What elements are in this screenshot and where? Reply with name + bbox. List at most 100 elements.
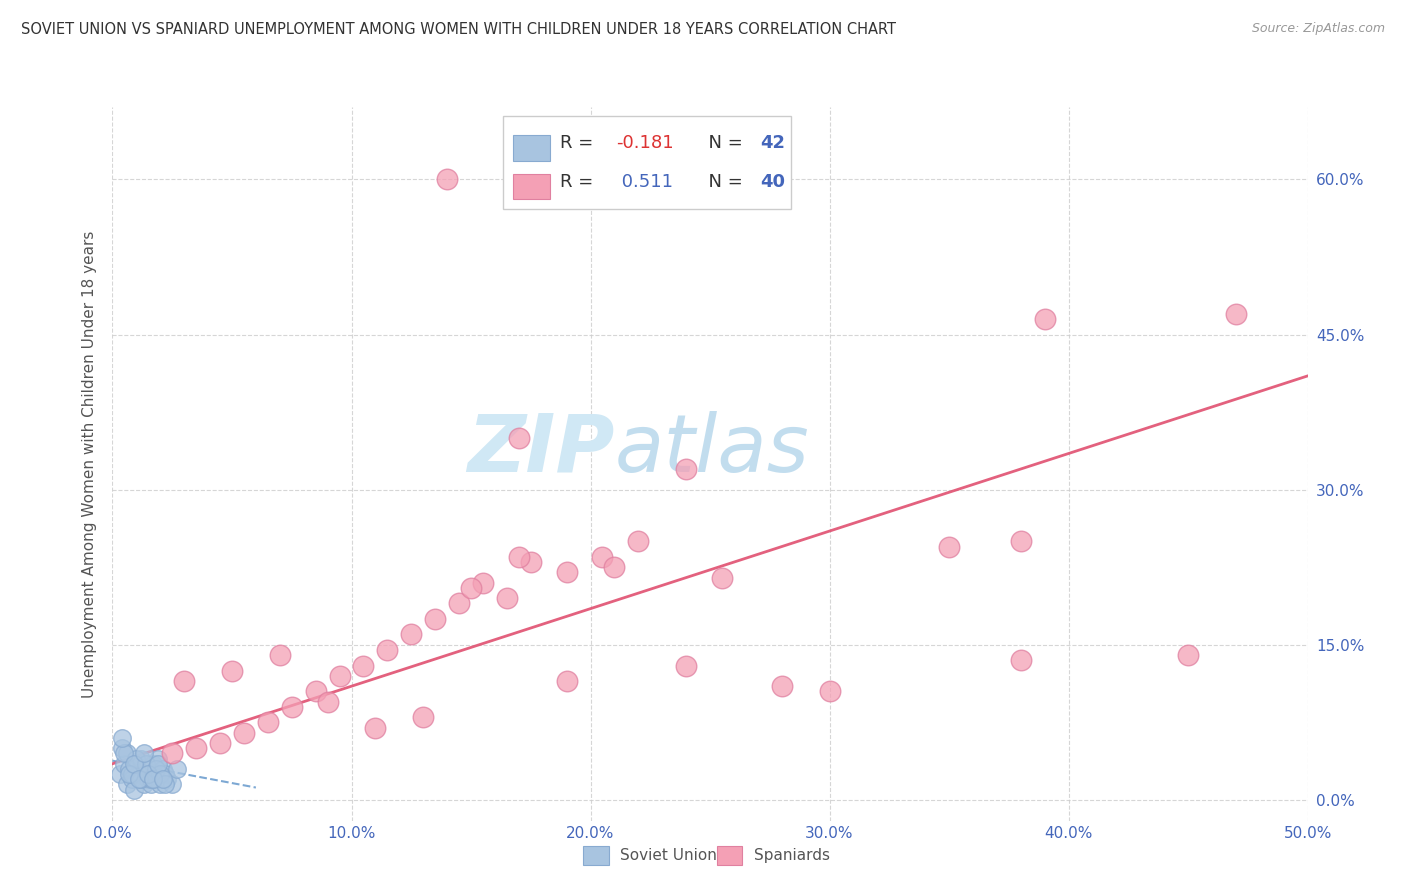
Text: Source: ZipAtlas.com: Source: ZipAtlas.com bbox=[1251, 22, 1385, 36]
Point bbox=[627, 534, 650, 549]
Point bbox=[111, 731, 134, 745]
Point bbox=[135, 762, 157, 776]
Point bbox=[1010, 534, 1032, 549]
Point bbox=[142, 772, 165, 787]
Point bbox=[304, 684, 326, 698]
Point bbox=[128, 772, 150, 787]
Text: SOVIET UNION VS SPANIARD UNEMPLOYMENT AMONG WOMEN WITH CHILDREN UNDER 18 YEARS C: SOVIET UNION VS SPANIARD UNEMPLOYMENT AM… bbox=[21, 22, 896, 37]
Point bbox=[121, 772, 143, 787]
Point bbox=[125, 756, 148, 771]
Point bbox=[135, 756, 157, 771]
Text: Spaniards: Spaniards bbox=[754, 848, 830, 863]
FancyBboxPatch shape bbox=[513, 136, 550, 161]
Text: ZIP: ZIP bbox=[467, 410, 614, 489]
Text: -0.181: -0.181 bbox=[616, 135, 673, 153]
Point bbox=[138, 772, 160, 787]
Point bbox=[152, 762, 174, 776]
Point bbox=[377, 643, 399, 657]
Point bbox=[118, 767, 141, 781]
Point bbox=[221, 664, 243, 678]
Point bbox=[122, 756, 145, 771]
Text: Soviet Union: Soviet Union bbox=[620, 848, 717, 863]
Point bbox=[256, 715, 278, 730]
Point bbox=[232, 725, 256, 739]
Point bbox=[162, 747, 183, 761]
Point bbox=[118, 762, 141, 776]
Point bbox=[139, 777, 162, 791]
Text: N =: N = bbox=[697, 135, 748, 153]
Text: N =: N = bbox=[697, 173, 748, 191]
Y-axis label: Unemployment Among Women with Children Under 18 years: Unemployment Among Women with Children U… bbox=[82, 230, 97, 698]
Point bbox=[508, 431, 530, 445]
Point bbox=[1225, 307, 1247, 321]
Point bbox=[425, 612, 447, 626]
Point bbox=[508, 549, 530, 564]
Point bbox=[460, 581, 482, 595]
Point bbox=[153, 767, 176, 781]
Point bbox=[162, 777, 183, 791]
Point bbox=[1010, 653, 1032, 667]
Point bbox=[173, 673, 195, 688]
Point bbox=[145, 772, 167, 787]
Point bbox=[675, 658, 697, 673]
Point bbox=[281, 699, 304, 714]
FancyBboxPatch shape bbox=[503, 116, 792, 209]
Point bbox=[115, 747, 138, 761]
Point bbox=[132, 747, 155, 761]
Point bbox=[122, 782, 145, 797]
Point bbox=[269, 648, 291, 662]
Point bbox=[166, 762, 188, 776]
Point bbox=[145, 762, 167, 776]
Point bbox=[1177, 648, 1199, 662]
Point bbox=[352, 658, 374, 673]
Point bbox=[149, 777, 172, 791]
Point bbox=[153, 777, 176, 791]
Point bbox=[129, 772, 152, 787]
Point bbox=[818, 684, 841, 698]
Point bbox=[142, 756, 165, 771]
Point bbox=[603, 560, 626, 574]
Point bbox=[114, 756, 135, 771]
Point bbox=[711, 571, 734, 585]
Point bbox=[149, 767, 172, 781]
FancyBboxPatch shape bbox=[513, 174, 550, 199]
Text: 0.511: 0.511 bbox=[616, 173, 673, 191]
Text: R =: R = bbox=[560, 173, 599, 191]
Point bbox=[139, 772, 162, 787]
Point bbox=[328, 669, 352, 683]
Point bbox=[555, 566, 578, 580]
Point bbox=[146, 756, 169, 771]
Point bbox=[447, 597, 470, 611]
Point bbox=[125, 751, 148, 765]
Point bbox=[115, 777, 138, 791]
Point bbox=[128, 767, 150, 781]
Point bbox=[496, 591, 519, 606]
Point bbox=[471, 575, 495, 590]
Point bbox=[156, 772, 179, 787]
Point bbox=[401, 627, 423, 641]
Point bbox=[208, 736, 231, 750]
Point bbox=[121, 767, 143, 781]
Text: 40: 40 bbox=[761, 173, 786, 191]
Point bbox=[555, 673, 578, 688]
Point bbox=[146, 751, 169, 765]
Point bbox=[364, 721, 387, 735]
Point bbox=[412, 710, 434, 724]
Text: 42: 42 bbox=[761, 135, 786, 153]
Point bbox=[675, 462, 697, 476]
Point bbox=[152, 772, 174, 787]
Text: R =: R = bbox=[560, 135, 599, 153]
Point bbox=[132, 777, 155, 791]
Point bbox=[108, 767, 131, 781]
Text: atlas: atlas bbox=[614, 410, 810, 489]
Point bbox=[770, 679, 793, 693]
Point bbox=[114, 747, 135, 761]
Point bbox=[520, 555, 543, 569]
Point bbox=[316, 695, 339, 709]
Point bbox=[186, 741, 208, 756]
Point bbox=[1033, 312, 1056, 326]
Point bbox=[129, 751, 152, 765]
Point bbox=[436, 172, 458, 186]
Point bbox=[138, 767, 160, 781]
Point bbox=[591, 549, 613, 564]
